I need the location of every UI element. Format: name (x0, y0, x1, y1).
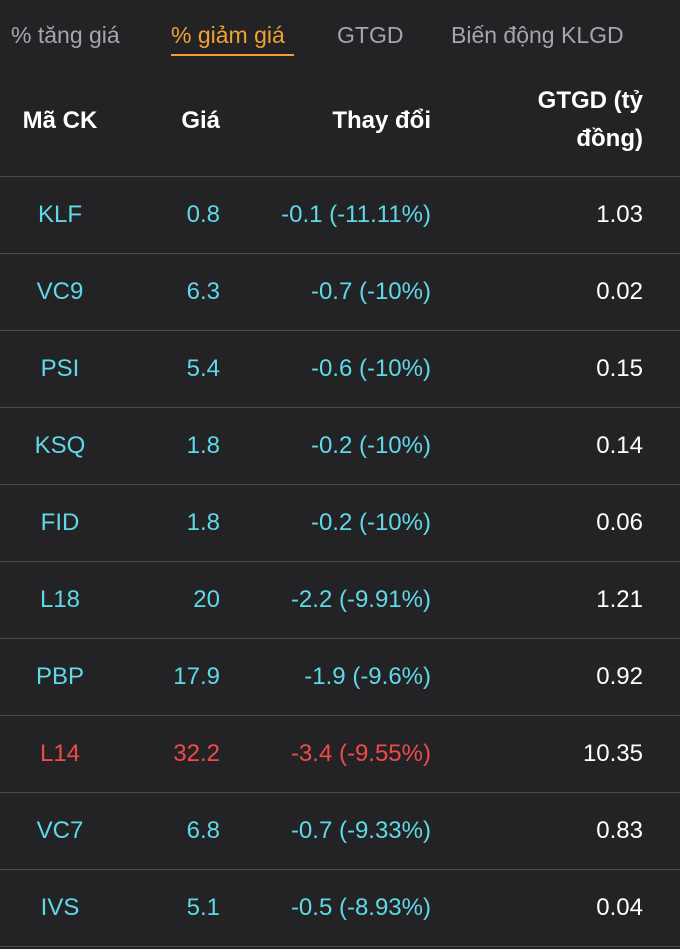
stock-price: 1.8 (186, 432, 220, 459)
stock-code: VC9 (36, 278, 84, 305)
header-value-line2: đồng) (576, 125, 643, 152)
stock-trading-value: 0.83 (596, 817, 643, 844)
tab-top-losers[interactable]: % giảm giá (171, 22, 285, 48)
table-row[interactable]: L14 32.2 -3.4 (-9.55%) 10.35 (0, 716, 680, 793)
active-tab-indicator (171, 54, 294, 56)
header-price: Giá (181, 107, 220, 134)
stock-code: VC7 (36, 817, 84, 844)
stock-code: IVS (40, 894, 80, 921)
stock-price: 1.8 (186, 509, 220, 536)
stock-change: -2.2 (-9.91%) (290, 586, 431, 613)
table-row[interactable]: IVS 5.1 -0.5 (-8.93%) 0.04 (0, 870, 680, 947)
stock-change: -0.5 (-8.93%) (290, 894, 431, 921)
stock-price: 5.4 (186, 355, 220, 382)
table-row[interactable]: KSQ 1.8 -0.2 (-10%) 0.14 (0, 408, 680, 485)
stock-change: -3.4 (-9.55%) (290, 740, 431, 767)
stock-price: 20 (193, 586, 220, 613)
stock-code: L14 (39, 740, 81, 767)
stock-trading-value: 10.35 (582, 740, 643, 767)
stock-change: -0.7 (-9.33%) (290, 817, 431, 844)
header-code: Mã CK (22, 107, 98, 134)
stock-code: FID (40, 509, 80, 536)
header-value-line1: GTGD (tỷ (537, 87, 643, 114)
stock-trading-value: 0.04 (596, 894, 643, 921)
header-change: Thay đổi (332, 107, 431, 134)
stock-trading-value: 0.92 (596, 663, 643, 690)
stock-change: -0.2 (-10%) (310, 509, 431, 536)
stock-price: 32.2 (173, 740, 220, 767)
table-row[interactable]: PBP 17.9 -1.9 (-9.6%) 0.92 (0, 639, 680, 716)
table-row[interactable]: VC7 6.8 -0.7 (-9.33%) 0.83 (0, 793, 680, 870)
header-value: GTGD (tỷ đồng) (431, 82, 643, 158)
stock-table-body: KLF 0.8 -0.1 (-11.11%) 1.03 VC9 6.3 -0.7 (-10%… (0, 177, 680, 947)
table-row[interactable]: L18 20 -2.2 (-9.91%) 1.21 (0, 562, 680, 639)
table-row[interactable]: VC9 6.3 -0.7 (-10%) 0.02 (0, 254, 680, 331)
stock-change: -0.1 (-11.11%) (281, 201, 431, 228)
stock-code: PBP (35, 663, 85, 690)
stock-price: 5.1 (186, 894, 220, 921)
stock-change: -0.7 (-10%) (310, 278, 431, 305)
table-row[interactable]: FID 1.8 -0.2 (-10%) 0.06 (0, 485, 680, 562)
stock-trading-value: 0.06 (596, 509, 643, 536)
table-header: Mã CK Giá Thay đổi GTGD (tỷ đồng) (0, 66, 680, 177)
tab-trading-value[interactable]: GTGD (337, 22, 404, 48)
stock-trading-value: 1.03 (596, 201, 643, 228)
stock-code: L18 (39, 586, 81, 613)
tab-bar: % tăng giá % giảm giá GTGD Biến động KLG… (0, 0, 680, 66)
stock-code: PSI (40, 355, 80, 382)
stock-change: -0.6 (-10%) (310, 355, 431, 382)
stock-change: -0.2 (-10%) (310, 432, 431, 459)
stock-trading-value: 1.21 (596, 586, 643, 613)
stock-code: KSQ (34, 432, 86, 459)
stock-price: 6.8 (186, 817, 220, 844)
tab-top-gainers[interactable]: % tăng giá (11, 22, 120, 48)
table-row[interactable]: KLF 0.8 -0.1 (-11.11%) 1.03 (0, 177, 680, 254)
stock-trading-value: 0.15 (596, 355, 643, 382)
table-row[interactable]: PSI 5.4 -0.6 (-10%) 0.15 (0, 331, 680, 408)
stock-price: 6.3 (186, 278, 220, 305)
stock-change: -1.9 (-9.6%) (304, 663, 431, 690)
tab-volume-change[interactable]: Biến động KLGD (451, 22, 624, 48)
stock-price: 0.8 (186, 201, 220, 228)
stock-price: 17.9 (173, 663, 220, 690)
stock-trading-value: 0.14 (596, 432, 643, 459)
stock-trading-value: 0.02 (596, 278, 643, 305)
stock-code: KLF (37, 201, 82, 228)
